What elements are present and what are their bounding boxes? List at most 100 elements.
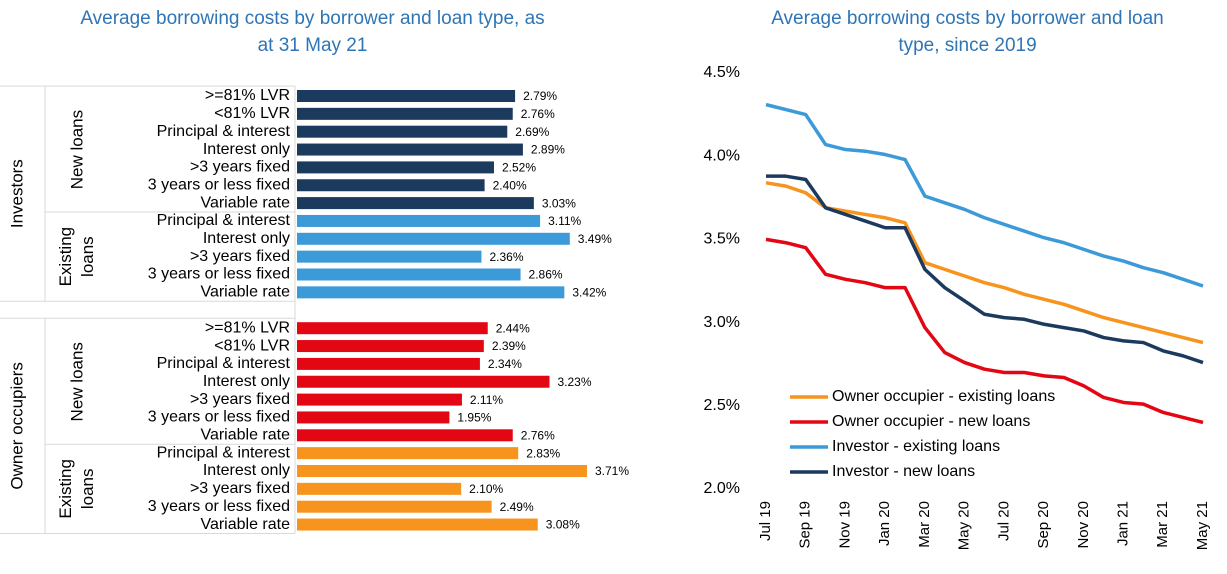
value-label: 2.36% bbox=[489, 250, 523, 264]
category-label: >=81% LVR bbox=[205, 87, 290, 104]
category-label: >3 years fixed bbox=[190, 159, 290, 176]
category-label: Interest only bbox=[203, 230, 290, 247]
bar bbox=[297, 340, 484, 353]
category-label: Variable rate bbox=[200, 427, 290, 444]
value-label: 2.11% bbox=[470, 393, 503, 407]
value-label: 3.23% bbox=[557, 375, 591, 389]
group-label: Investors bbox=[7, 159, 26, 228]
value-label: 2.52% bbox=[502, 161, 536, 175]
value-label: 2.69% bbox=[515, 125, 549, 139]
legend-label: Owner occupier - new loans bbox=[832, 413, 1030, 430]
value-label: 3.03% bbox=[542, 196, 576, 210]
value-label: 1.95% bbox=[457, 411, 491, 425]
value-label: 2.89% bbox=[531, 143, 565, 157]
bar bbox=[297, 250, 482, 263]
category-label: Principal & interest bbox=[157, 355, 291, 372]
bar bbox=[297, 197, 534, 210]
chart-title: Average borrowing costs by borrower and … bbox=[80, 8, 545, 56]
category-label: 3 years or less fixed bbox=[148, 176, 290, 193]
category-label: >3 years fixed bbox=[190, 480, 290, 497]
line-series bbox=[766, 174, 1204, 365]
line-series bbox=[765, 181, 1204, 345]
category-label: >3 years fixed bbox=[190, 248, 290, 265]
category-label: Interest only bbox=[203, 373, 290, 390]
subgroup-label: Existing loans bbox=[56, 459, 97, 519]
value-label: 2.39% bbox=[492, 339, 526, 353]
bar bbox=[297, 357, 480, 370]
chart-title: Average borrowing costs by borrower and … bbox=[771, 8, 1164, 56]
value-label: 2.49% bbox=[500, 500, 534, 514]
x-tick-label: Sep 19 bbox=[797, 501, 814, 549]
bar bbox=[297, 125, 508, 138]
bar bbox=[297, 90, 516, 102]
category-label: Principal & interest bbox=[157, 212, 291, 229]
y-tick-label: 3.5% bbox=[704, 231, 740, 248]
category-label: 3 years or less fixed bbox=[148, 409, 290, 426]
value-label: 2.86% bbox=[529, 268, 563, 282]
category-label: 3 years or less fixed bbox=[148, 498, 290, 515]
category-label: Principal & interest bbox=[157, 444, 291, 461]
category-label: Variable rate bbox=[200, 516, 290, 533]
group-label: Owner occupiers bbox=[7, 362, 26, 490]
bar bbox=[297, 518, 538, 531]
subgroup-label: New loans bbox=[67, 342, 86, 421]
x-tick-label: Jan 20 bbox=[876, 501, 893, 546]
bar bbox=[297, 322, 488, 335]
bar bbox=[297, 179, 485, 192]
value-label: 2.40% bbox=[493, 178, 527, 192]
value-label: 3.49% bbox=[578, 232, 612, 246]
value-label: 2.83% bbox=[526, 446, 560, 460]
category-label: 3 years or less fixed bbox=[148, 266, 290, 283]
y-tick-label: 2.5% bbox=[704, 397, 740, 414]
legend-label: Owner occupier - existing loans bbox=[832, 388, 1055, 405]
subgroup-label-line: loans bbox=[78, 236, 97, 277]
bar bbox=[297, 232, 570, 245]
category-label: Principal & interest bbox=[157, 123, 291, 140]
value-label: 2.76% bbox=[521, 107, 555, 121]
category-label: Variable rate bbox=[200, 284, 290, 301]
x-tick-label: Nov 20 bbox=[1075, 501, 1092, 549]
bar bbox=[297, 107, 513, 120]
bar bbox=[297, 161, 494, 174]
value-label: 2.10% bbox=[469, 482, 503, 496]
line-series bbox=[765, 102, 1204, 288]
y-tick-label: 3.0% bbox=[704, 314, 740, 331]
value-label: 3.42% bbox=[572, 286, 606, 300]
y-tick-label: 2.0% bbox=[704, 480, 740, 497]
bar bbox=[297, 393, 462, 406]
x-tick-label: Jul 20 bbox=[995, 501, 1012, 541]
x-tick-label: Jan 21 bbox=[1115, 501, 1132, 546]
bar bbox=[297, 268, 521, 281]
bar bbox=[297, 214, 541, 227]
x-tick-label: Mar 21 bbox=[1154, 501, 1171, 548]
value-label: 2.34% bbox=[488, 357, 522, 371]
category-label: >3 years fixed bbox=[190, 391, 290, 408]
legend-label: Investor - existing loans bbox=[832, 438, 1000, 455]
subgroup-label-line: Existing bbox=[56, 459, 75, 519]
bar bbox=[297, 482, 462, 495]
y-tick-label: 4.0% bbox=[704, 147, 740, 164]
x-tick-label: May 21 bbox=[1194, 501, 1211, 550]
bar bbox=[297, 500, 492, 513]
bar bbox=[297, 447, 519, 460]
bar bbox=[297, 143, 523, 156]
x-tick-label: May 20 bbox=[956, 501, 973, 550]
subgroup-label: Existing loans bbox=[56, 227, 97, 287]
x-tick-label: Nov 19 bbox=[836, 501, 853, 549]
x-tick-label: Jul 19 bbox=[757, 501, 774, 541]
bar bbox=[297, 411, 450, 424]
bar bbox=[297, 465, 587, 477]
x-tick-label: Sep 20 bbox=[1035, 501, 1052, 549]
category-label: Interest only bbox=[203, 462, 290, 479]
value-label: 3.11% bbox=[548, 214, 581, 228]
bar bbox=[297, 375, 550, 388]
category-label: >=81% LVR bbox=[205, 319, 290, 336]
legend-label: Investor - new loans bbox=[832, 463, 975, 480]
value-label: 3.71% bbox=[595, 464, 629, 478]
category-label: Variable rate bbox=[200, 194, 290, 211]
subgroup-label: New loans bbox=[67, 110, 86, 189]
category-label: <81% LVR bbox=[214, 337, 290, 354]
value-label: 2.76% bbox=[521, 428, 555, 442]
